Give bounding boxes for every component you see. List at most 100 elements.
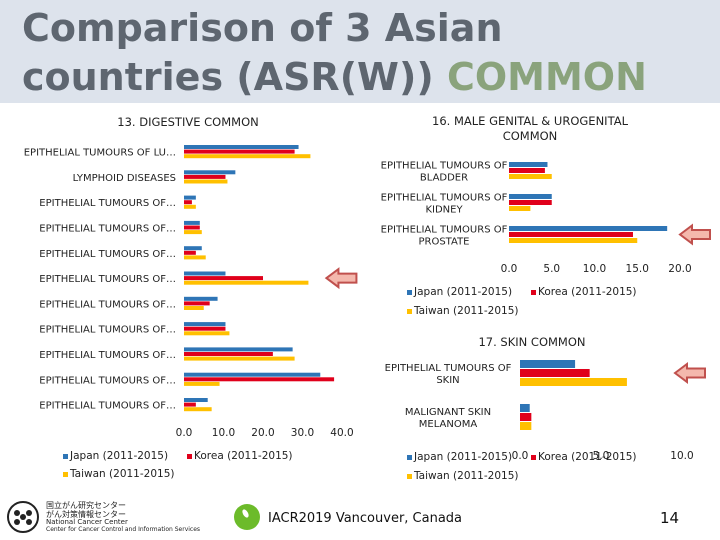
logo-line-1: 国立がん研究センター xyxy=(46,501,126,510)
skin-x-tick-label: 5.0 xyxy=(593,450,610,462)
skin-bar-korea xyxy=(520,369,590,377)
skin-x-tick-label: 10.0 xyxy=(670,450,693,462)
page-number: 14 xyxy=(660,509,680,527)
male-genital-category-label: EPITHELIAL TUMOURS OF BLADDER xyxy=(381,161,508,184)
skin-legend-swatch xyxy=(407,455,412,460)
digestive-bar-japan xyxy=(184,347,293,352)
digestive-bar-japan xyxy=(184,246,202,251)
slide-title: Comparison of 3 Asian countries (ASR(W))… xyxy=(22,4,712,102)
skin-legend-swatch xyxy=(407,474,412,479)
male-genital-legend-swatch xyxy=(407,290,412,295)
digestive-category-label: EPITHELIAL TUMOURS OF… xyxy=(39,249,176,260)
digestive-bar-japan xyxy=(184,271,226,276)
digestive-bar-taiwan xyxy=(184,381,220,386)
male-genital-legend-swatch xyxy=(531,290,536,295)
digestive-bar-korea xyxy=(184,149,295,154)
digestive-category-label: EPITHELIAL TUMOURS OF… xyxy=(39,350,176,361)
skin-category-label-line: MELANOMA xyxy=(419,419,478,430)
digestive-bar-japan xyxy=(184,195,196,200)
digestive-category-label: EPITHELIAL TUMOURS OF… xyxy=(39,401,176,412)
digestive-x-tick-label: 0.0 xyxy=(176,427,193,439)
skin-highlight-arrow xyxy=(673,362,706,384)
digestive-bar-korea xyxy=(184,276,263,281)
digestive-legend-entry: Japan (2011-2015) xyxy=(69,450,168,462)
male-genital-title-line: COMMON xyxy=(503,129,558,143)
male-genital-legend-swatch xyxy=(407,309,412,314)
conference-logo-icon xyxy=(234,504,260,530)
ncc-logo-mark-icon xyxy=(7,501,39,533)
digestive-bar-taiwan xyxy=(184,407,212,412)
skin-category-label-line: MALIGNANT SKIN xyxy=(405,407,491,418)
male-genital-category-label-line: KIDNEY xyxy=(425,205,463,216)
skin-legend-swatch xyxy=(531,455,536,460)
title-band xyxy=(0,0,720,103)
skin-legend-entry: Japan (2011-2015) xyxy=(413,451,512,463)
digestive-bar-taiwan xyxy=(184,331,230,336)
skin-bar-japan xyxy=(520,404,530,412)
male-genital-x-tick-label: 10.0 xyxy=(583,263,606,275)
digestive-bar-korea xyxy=(184,402,196,407)
male-genital-bar-japan xyxy=(509,162,548,167)
male-genital-legend-entry: Taiwan (2011-2015) xyxy=(413,305,518,317)
skin-category-label-line: SKIN xyxy=(436,375,459,386)
digestive-bar-korea xyxy=(184,326,226,331)
skin-bar-taiwan xyxy=(520,378,627,386)
male-genital-category-label: EPITHELIAL TUMOURS OF KIDNEY xyxy=(381,193,508,216)
male-genital-title: 16. MALE GENITAL & UROGENITAL COMMON xyxy=(432,114,629,143)
digestive-bar-japan xyxy=(184,220,200,225)
male-genital-bar-korea xyxy=(509,200,552,205)
skin-bar-japan xyxy=(520,360,576,368)
digestive-bar-japan xyxy=(184,322,226,327)
male-genital-category-label-line: EPITHELIAL TUMOURS OF xyxy=(381,193,508,204)
digestive-category-label: EPITHELIAL TUMOURS OF… xyxy=(39,224,176,235)
digestive-bar-korea xyxy=(184,352,273,356)
male-genital-legend-entry: Korea (2011-2015) xyxy=(538,286,637,298)
digestive-bar-korea xyxy=(184,174,226,179)
male-genital-x-tick-label: 15.0 xyxy=(626,263,649,275)
digestive-legend-swatch xyxy=(63,454,68,459)
digestive-highlight-arrow xyxy=(324,267,358,290)
digestive-bar-korea xyxy=(184,225,200,230)
digestive-bar-korea xyxy=(184,377,335,382)
digestive-bar-taiwan xyxy=(184,255,206,260)
skin-category-label-line: EPITHELIAL TUMOURS OF xyxy=(385,363,512,374)
digestive-x-tick-label: 10.0 xyxy=(212,427,235,439)
digestive-x-tick-label: 20.0 xyxy=(251,427,274,439)
digestive-legend-entry: Korea (2011-2015) xyxy=(194,450,293,462)
digestive-legend-swatch xyxy=(63,472,68,477)
logo-line-2: がん対策情報センター xyxy=(46,510,126,519)
male-genital-category-label-line: PROSTATE xyxy=(418,237,469,248)
digestive-x-tick-label: 40.0 xyxy=(330,427,353,439)
male-genital-category-label-line: EPITHELIAL TUMOURS OF xyxy=(381,225,508,236)
digestive-bar-korea xyxy=(184,301,210,306)
logo-line-4: Center for Cancer Control and Informatio… xyxy=(46,526,201,533)
male-genital-x-tick-label: 20.0 xyxy=(668,263,691,275)
male-genital-x-tick-label: 5.0 xyxy=(543,263,560,275)
digestive-bar-japan xyxy=(184,372,321,377)
skin-bar-taiwan xyxy=(520,422,532,430)
male-genital-bar-korea xyxy=(509,232,633,237)
digestive-category-label: EPITHELIAL TUMOURS OF… xyxy=(39,375,176,386)
digestive-legend-entry: Taiwan (2011-2015) xyxy=(69,468,174,480)
digestive-category-label: EPITHELIAL TUMOURS OF… xyxy=(39,325,176,336)
digestive-bar-taiwan xyxy=(184,280,309,285)
male-genital-category-label-line: BLADDER xyxy=(420,173,468,184)
male-genital-bar-taiwan xyxy=(509,238,638,243)
skin-category-label: EPITHELIAL TUMOURS OF SKIN xyxy=(385,363,512,386)
digestive-bar-taiwan xyxy=(184,306,204,310)
digestive-legend-swatch xyxy=(187,454,192,459)
male-genital-category-label-line: EPITHELIAL TUMOURS OF xyxy=(381,161,508,172)
digestive-category-label: LYMPHOID DISEASES xyxy=(73,173,176,184)
digestive-title: 13. DIGESTIVE COMMON xyxy=(117,115,258,129)
male-genital-bar-japan xyxy=(509,194,552,199)
digestive-bar-taiwan xyxy=(184,179,228,184)
digestive-bar-japan xyxy=(184,296,218,301)
male-genital-bar-taiwan xyxy=(509,174,552,179)
digestive-bar-korea xyxy=(184,200,192,205)
digestive-category-label: EPITHELIAL TUMOURS OF LU… xyxy=(24,148,176,159)
skin-legend-entry: Korea (2011-2015) xyxy=(538,451,637,463)
digestive-x-tick-label: 30.0 xyxy=(291,427,314,439)
digestive-bar-taiwan xyxy=(184,356,295,361)
digestive-bar-japan xyxy=(184,145,299,149)
